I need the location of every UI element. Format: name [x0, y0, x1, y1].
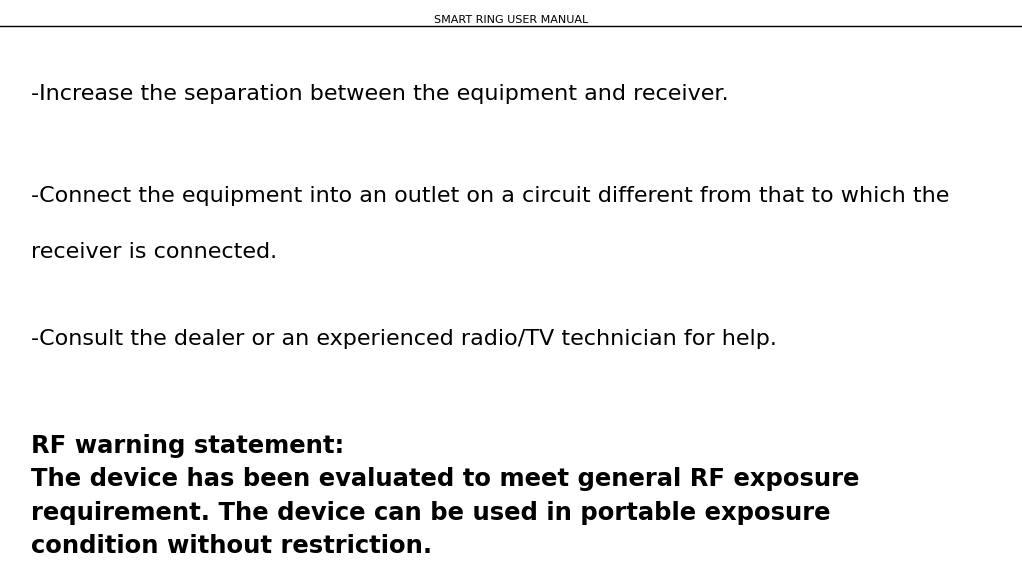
Text: SMART RING USER MANUAL: SMART RING USER MANUAL	[434, 15, 588, 24]
Text: -Increase the separation between the equipment and receiver.: -Increase the separation between the equ…	[31, 84, 729, 104]
Text: RF warning statement:
The device has been evaluated to meet general RF exposure
: RF warning statement: The device has bee…	[31, 434, 860, 558]
Text: -Consult the dealer or an experienced radio/TV technician for help.: -Consult the dealer or an experienced ra…	[31, 329, 777, 349]
Text: -Connect the equipment into an outlet on a circuit different from that to which : -Connect the equipment into an outlet on…	[31, 186, 949, 262]
